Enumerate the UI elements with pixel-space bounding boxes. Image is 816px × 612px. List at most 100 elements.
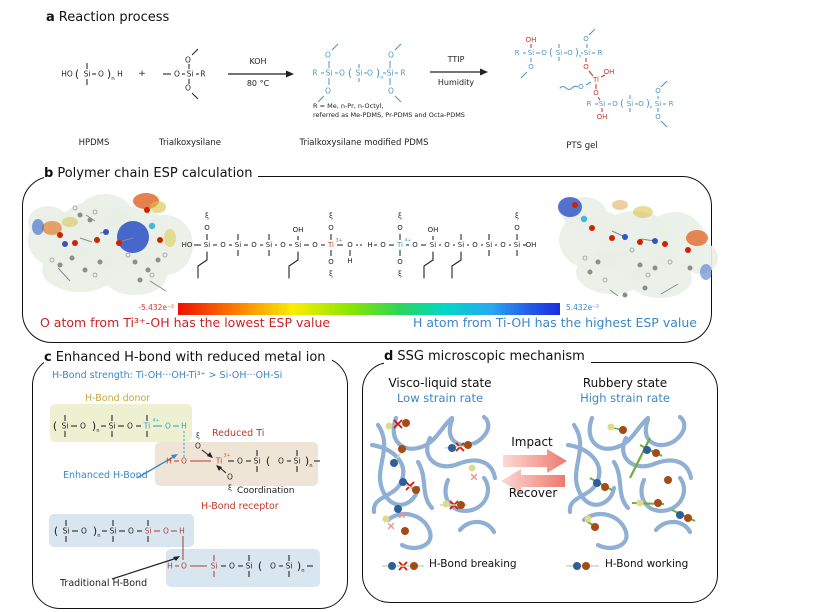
svg-text:(: (: [53, 420, 57, 433]
coordination-label: Coordination: [237, 486, 295, 496]
colorbar-min-label: -5.432e⁻²: [138, 303, 174, 312]
r-group-note-line2: referred as Me-PDMS, Pr-PDMS and Octa-PD…: [313, 111, 465, 119]
svg-text:Ti: Ti: [327, 241, 334, 249]
legend-hbond-breaking: H-Bond breaking: [429, 558, 517, 570]
svg-text:(: (: [54, 525, 58, 538]
svg-text:OH: OH: [293, 226, 304, 234]
svg-text:): ): [575, 48, 579, 59]
low-strain-rate-label: Low strain rate: [396, 391, 484, 405]
svg-text:n: n: [111, 76, 115, 82]
svg-text:3+: 3+: [224, 453, 231, 459]
svg-text:O: O: [325, 51, 331, 60]
svg-text:Si: Si: [295, 241, 301, 249]
recover-label: Recover: [508, 486, 558, 500]
svg-text:O: O: [500, 241, 506, 249]
panel-d-title: d SSG microscopic mechanism: [384, 349, 591, 365]
svg-text:O: O: [227, 473, 233, 482]
svg-text:O: O: [229, 562, 235, 571]
svg-text:Si: Si: [458, 241, 464, 249]
reduced-ti-label: Reduced Ti: [212, 428, 265, 439]
impact-label: Impact: [511, 435, 553, 449]
svg-text:O: O: [347, 241, 353, 249]
svg-text:n: n: [650, 106, 653, 111]
svg-text:O: O: [578, 83, 584, 91]
enhanced-hbond-label: Enhanced H-Bond: [63, 470, 148, 481]
reagent-koh-label: KOH: [249, 57, 267, 66]
svg-text:O: O: [541, 49, 547, 57]
svg-text:O: O: [328, 224, 334, 232]
svg-text:n: n: [97, 533, 100, 539]
svg-text:4+: 4+: [405, 238, 412, 244]
label-hpdms: HPDMS: [78, 138, 110, 148]
svg-text:O: O: [612, 100, 618, 108]
svg-text:Si: Si: [109, 422, 116, 431]
svg-text:O: O: [270, 562, 276, 571]
svg-text:(: (: [258, 560, 262, 573]
svg-text:O: O: [638, 100, 644, 108]
label-trialkoxysilane: Trialkoxysilane: [159, 138, 221, 148]
svg-text:O: O: [514, 224, 520, 232]
panel-a-title: a Reaction process: [46, 10, 176, 26]
svg-text:O: O: [174, 70, 180, 79]
svg-text:R: R: [587, 100, 592, 108]
svg-text:OH: OH: [597, 113, 608, 121]
svg-text:Si: Si: [514, 241, 520, 249]
svg-text:O: O: [195, 442, 201, 451]
svg-text:Si: Si: [145, 527, 152, 536]
svg-text:Si: Si: [246, 562, 253, 571]
svg-text:O: O: [220, 241, 226, 249]
svg-text:O: O: [444, 241, 450, 249]
svg-text:Si: Si: [655, 100, 661, 108]
svg-text:Si: Si: [584, 49, 590, 57]
svg-text:O: O: [181, 457, 187, 466]
svg-text:H: H: [347, 257, 352, 265]
svg-text:O: O: [583, 63, 589, 71]
svg-text:4+: 4+: [153, 418, 160, 424]
svg-text:O: O: [397, 258, 403, 266]
svg-text:Ti: Ti: [215, 457, 222, 466]
panel-d-letter: d: [384, 349, 394, 364]
svg-text:(: (: [620, 99, 624, 110]
svg-text:O: O: [388, 87, 394, 96]
svg-text:O: O: [163, 527, 169, 536]
svg-text:O: O: [367, 69, 373, 78]
svg-text:O: O: [339, 69, 345, 78]
svg-text:O: O: [380, 241, 386, 249]
svg-text:): ): [376, 67, 380, 80]
caption-esp-highest: H atom from Ti-OH has the highest ESP va…: [413, 315, 697, 330]
svg-text:): ): [92, 420, 96, 433]
svg-text:Si: Si: [187, 70, 194, 79]
svg-text:O: O: [655, 87, 661, 95]
svg-text:H: H: [117, 70, 123, 79]
svg-text:n: n: [579, 55, 582, 60]
svg-text:Si: Si: [294, 457, 301, 466]
svg-text:O: O: [278, 457, 284, 466]
svg-text:Si: Si: [110, 527, 117, 536]
high-strain-rate-label: High strain rate: [580, 391, 670, 405]
svg-text:H: H: [367, 241, 372, 249]
svg-text:O: O: [237, 457, 243, 466]
hbond-strength-line: H-Bond strength: Ti-OH···OH-Ti³⁺ > Si-OH…: [52, 370, 283, 381]
svg-text:H: H: [179, 527, 185, 536]
svg-text:H: H: [166, 457, 172, 466]
svg-text:Si: Si: [326, 69, 333, 78]
svg-text:ξ: ξ: [196, 432, 200, 440]
svg-text:ξ: ξ: [398, 270, 402, 278]
legend-hbond-working: H-Bond working: [605, 558, 689, 570]
svg-text:3+: 3+: [336, 238, 343, 244]
svg-text:n: n: [301, 568, 304, 574]
svg-text:O: O: [312, 241, 318, 249]
svg-text:O: O: [412, 241, 418, 249]
svg-text:O: O: [185, 84, 191, 93]
svg-text:Si: Si: [356, 69, 363, 78]
svg-text:R: R: [515, 49, 520, 57]
r-group-note-line1: R = Me, n-Pr, n-Octyl,: [313, 102, 384, 110]
svg-text:R: R: [598, 49, 603, 57]
svg-text:O: O: [80, 422, 86, 431]
svg-text:ξ: ξ: [329, 212, 333, 220]
svg-text:(: (: [549, 48, 553, 59]
svg-text:Si: Si: [63, 527, 70, 536]
svg-text:O: O: [593, 89, 599, 97]
svg-text:O: O: [204, 224, 210, 232]
